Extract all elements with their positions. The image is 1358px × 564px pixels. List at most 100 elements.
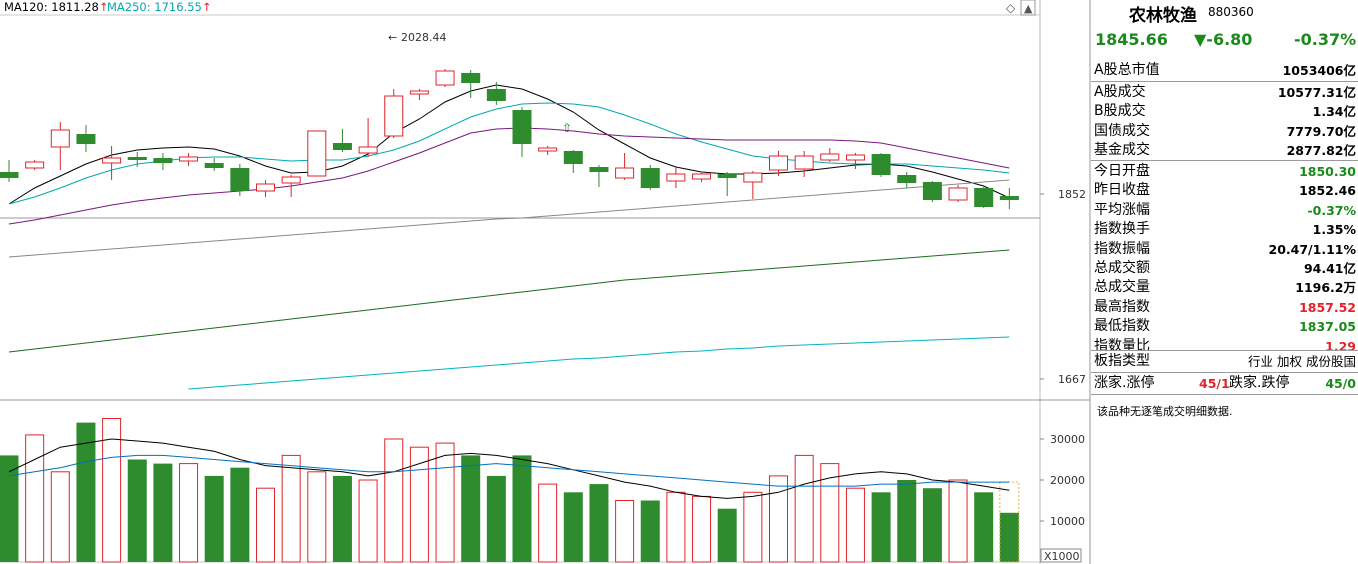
- candle: [0, 160, 19, 182]
- scroll-up-box[interactable]: [1020, 0, 1036, 16]
- ma-line: [8, 249, 1010, 353]
- candle: [743, 171, 763, 199]
- down-count-value: 45/0: [1325, 376, 1356, 391]
- volume-bar: [512, 455, 532, 562]
- high-annotation-label: 2028.44: [401, 31, 447, 44]
- volume-bar: [127, 459, 147, 562]
- volume-bar: [332, 475, 352, 562]
- volume-highlight-box: [999, 481, 1020, 563]
- stat-label: A股成交: [1094, 84, 1146, 100]
- volume-tick-label: 20000: [1050, 474, 1085, 487]
- candle: [538, 146, 558, 155]
- volume-unit-label: X1000: [1044, 550, 1080, 563]
- candle: [409, 89, 429, 100]
- volume-bar: [794, 454, 814, 563]
- volume-bar: [486, 475, 506, 562]
- candle: [974, 187, 994, 208]
- candle-body: [50, 129, 70, 148]
- stat-row: B股成交 1.34亿: [1091, 102, 1358, 121]
- candle: [76, 125, 96, 152]
- candle: [615, 153, 635, 180]
- stat-label: 总成交额: [1094, 260, 1150, 276]
- price-change-pct: -0.37%: [1294, 30, 1357, 49]
- volume-unit-box: [1040, 548, 1082, 563]
- candle: [153, 153, 173, 170]
- volume-bar: [256, 487, 275, 563]
- candle: [230, 164, 250, 196]
- stat-value: -0.37%: [1307, 202, 1356, 218]
- stat-label: 最低指数: [1094, 318, 1150, 335]
- candle: [692, 173, 712, 182]
- stat-row: 最高指数 1857.52: [1091, 298, 1358, 317]
- index-type-value[interactable]: 行业 加权 成份股国: [1248, 354, 1356, 369]
- stat-value: 1196.2万: [1295, 280, 1356, 296]
- stat-value: 1837.05: [1299, 319, 1356, 335]
- stat-label: 国债成交: [1094, 122, 1150, 139]
- index-name: 农林牧渔: [1129, 6, 1197, 26]
- candle: [999, 188, 1019, 209]
- stat-value: 94.41亿: [1303, 261, 1356, 276]
- candle: [127, 152, 147, 167]
- candle-body: [820, 153, 840, 161]
- candle-body: [461, 73, 481, 83]
- candle-body: [25, 161, 45, 169]
- candle-body: [615, 167, 635, 179]
- volume-bar: [0, 455, 19, 562]
- volume-bar: [717, 508, 737, 562]
- candle: [948, 185, 968, 202]
- volume-bar: [820, 463, 840, 563]
- volume-bar: [307, 471, 327, 563]
- candle-body: [179, 156, 199, 162]
- up-count-label: 涨家.涨停: [1094, 375, 1155, 391]
- candle: [307, 130, 327, 177]
- candle-body: [230, 168, 250, 191]
- stat-label: A股总市值: [1094, 62, 1160, 78]
- stat-label: 今日开盘: [1094, 163, 1150, 179]
- scroll-up-icon[interactable]: ▲: [1024, 2, 1033, 15]
- header-icons[interactable]: ◇ ▲: [1006, 0, 1036, 16]
- panel-title: 农林牧渔 880360: [1091, 0, 1358, 26]
- diamond-icon[interactable]: ◇: [1006, 1, 1016, 15]
- volume-bar: [897, 480, 917, 562]
- candle-body: [204, 163, 224, 168]
- volume-bar: [769, 475, 788, 563]
- volume-bar: [409, 446, 429, 563]
- candle-body: [538, 147, 558, 152]
- stat-value: 20.47/1.11%: [1268, 241, 1356, 257]
- candle-body: [127, 157, 147, 160]
- candle-body: [435, 70, 455, 86]
- candlestick-chart: 1852 1667 30000 20000 10000 X1000 ← 2028.44 ⇧…: [0, 0, 1091, 564]
- moving-average-lines: [8, 84, 1010, 390]
- volume-bar: [102, 418, 122, 563]
- candle-body: [871, 154, 891, 175]
- candle-body: [897, 175, 917, 183]
- ma250-legend: MA250: 1716.55↑: [107, 0, 212, 14]
- axis-labels: 1852 1667 30000 20000 10000 X1000: [1040, 188, 1086, 563]
- candle-body: [717, 174, 737, 178]
- volume-bar: [153, 463, 173, 562]
- ma-line: [188, 336, 1010, 390]
- stat-row: 今日开盘 1850.30: [1091, 162, 1358, 181]
- volume-bar: [974, 492, 994, 562]
- candle: [897, 172, 917, 188]
- volume-bar: [871, 492, 891, 562]
- ma250-trend-icon: ↑: [201, 0, 212, 14]
- volume-bar: [25, 434, 45, 563]
- stat-value: 2877.82亿: [1286, 143, 1356, 159]
- candle: [769, 151, 788, 176]
- candle: [358, 118, 378, 157]
- stat-row: 平均涨幅 -0.37%: [1091, 201, 1358, 220]
- stat-row: A股成交 10577.31亿: [1091, 83, 1358, 102]
- volume-bars-group[interactable]: [0, 418, 1020, 563]
- separator: [1091, 160, 1358, 161]
- volume-bar: [461, 455, 481, 562]
- separator: [1091, 372, 1358, 373]
- candle: [640, 165, 660, 190]
- stat-value: 1053406亿: [1282, 63, 1356, 78]
- stat-value: 1.29: [1325, 338, 1356, 354]
- candles-group[interactable]: [0, 69, 1019, 209]
- candle-body: [666, 173, 686, 182]
- ma-line: [8, 179, 1010, 258]
- candle: [281, 175, 301, 197]
- stat-row: 昨日收盘 1852.46: [1091, 181, 1358, 200]
